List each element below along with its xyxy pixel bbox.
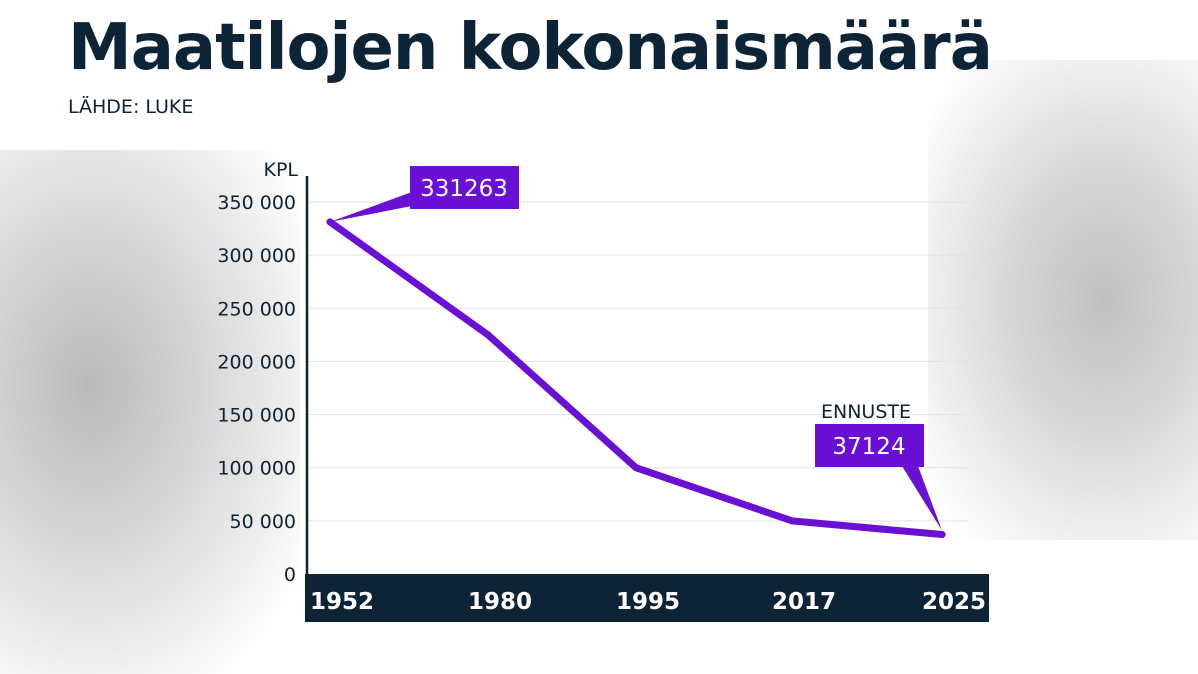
y-tick-label: 350 000 bbox=[217, 192, 296, 214]
x-tick-label: 1952 bbox=[310, 589, 374, 615]
callout-value: 331263 bbox=[420, 176, 508, 202]
callout-pointer bbox=[902, 466, 942, 531]
x-tick-label: 1980 bbox=[468, 589, 532, 615]
y-tick-label: 150 000 bbox=[217, 405, 296, 427]
background-photo-farmer bbox=[0, 150, 300, 674]
x-tick-label: 2025 bbox=[922, 589, 986, 615]
y-tick-label: 100 000 bbox=[217, 458, 296, 480]
x-axis-bar bbox=[305, 574, 989, 622]
y-tick-label: 200 000 bbox=[217, 351, 296, 373]
y-tick-label: 300 000 bbox=[217, 245, 296, 267]
callout-note: ENNUSTE bbox=[821, 401, 911, 423]
x-tick-label: 2017 bbox=[772, 589, 836, 615]
callout-box bbox=[410, 166, 519, 209]
chart-title: Maatilojen kokonaismäärä bbox=[68, 11, 993, 85]
data-point bbox=[632, 464, 640, 472]
y-axis-label: KPL bbox=[263, 159, 298, 181]
callout-box bbox=[815, 424, 924, 467]
data-point bbox=[938, 531, 946, 539]
callout-pointer bbox=[330, 192, 412, 222]
y-tick-label: 50 000 bbox=[230, 511, 296, 533]
data-point bbox=[484, 331, 492, 339]
source-label: LÄHDE: LUKE bbox=[68, 96, 194, 118]
x-tick-label: 1995 bbox=[616, 589, 680, 615]
data-point bbox=[788, 517, 796, 525]
background-photo-tractor bbox=[928, 60, 1198, 540]
data-line bbox=[326, 218, 946, 539]
y-tick-label: 0 bbox=[284, 564, 296, 586]
callout-value: 37124 bbox=[832, 434, 905, 460]
y-tick-label: 250 000 bbox=[217, 298, 296, 320]
